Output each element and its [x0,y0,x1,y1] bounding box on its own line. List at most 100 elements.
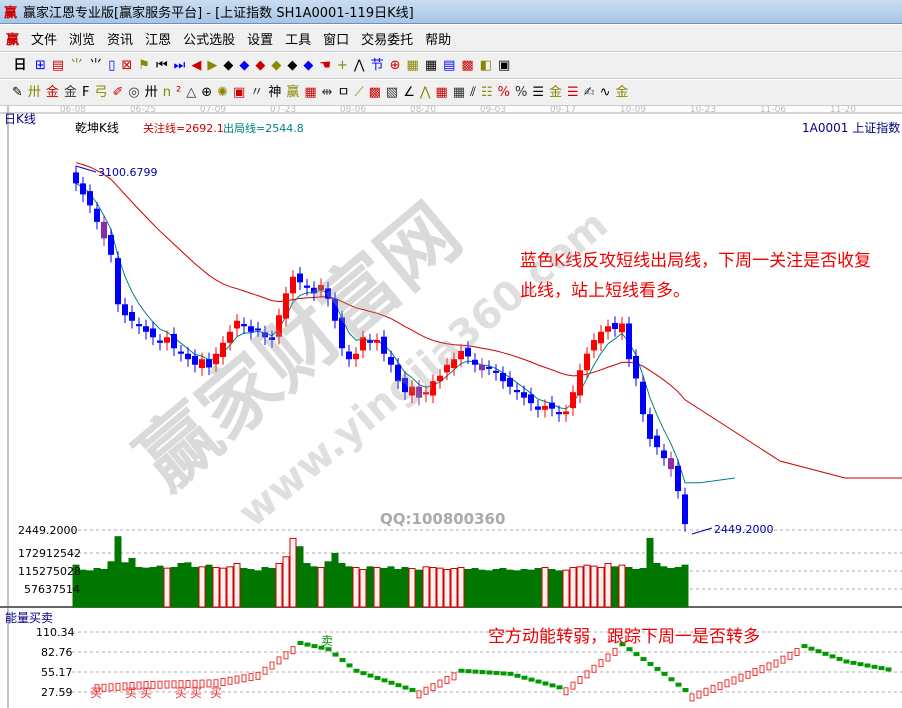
target-icon[interactable]: △ [186,84,197,100]
box-icon[interactable]: 赢 [286,84,300,100]
star-icon[interactable]: ⊕ [201,84,213,100]
gold-circle-icon[interactable]: ☰ [532,84,544,100]
chart-area[interactable]: 06-08 06-25 07-09 07-23 08-06 08-20 09-03 09-17… [0,106,902,708]
rect-icon[interactable]: ⇹ [321,84,333,100]
menu-item[interactable]: 资讯 [107,32,134,48]
menu-item[interactable]: 浏览 [69,32,96,48]
calculator-icon[interactable]: ▦ [424,57,438,73]
pencil-icon[interactable]: ☰ [567,84,579,100]
cube-icon[interactable]: ⟋ [354,84,364,100]
pct-line-icon[interactable]: ☷ [480,84,493,100]
pct-lines-icon[interactable]: % [514,84,528,100]
parallel2-icon[interactable]: ▦ [452,84,466,100]
print-icon[interactable]: ▣ [498,57,511,73]
n2-icon[interactable]: n [162,84,171,100]
energy-bar [241,674,247,683]
chart-canvas[interactable]: 06-08 06-25 07-09 07-23 08-06 08-20 09-03 09-17… [0,106,902,708]
circle-icon[interactable]: ◎ [128,84,140,100]
energy-bar [227,676,233,685]
grid-icon[interactable]: 卅 [144,84,158,100]
zoom1-icon[interactable]: ◆ [223,57,234,73]
candle [185,353,191,360]
watch-line-value: 关注线=2692.1 [143,122,224,135]
grid3-icon[interactable]: ▦ [435,84,448,100]
menu-item[interactable]: 文件 [31,32,58,48]
fan-icon[interactable]: ▣ [233,84,246,100]
report-icon[interactable]: ▤ [443,57,456,73]
f10-icon[interactable]: ▤ [51,57,65,73]
rays-icon[interactable]: ㅁ [337,84,350,100]
zoom4-icon[interactable]: ◆ [271,57,282,73]
spiral-icon[interactable]: 弓 [94,84,108,100]
wave-icon[interactable]: ∠ [403,84,415,100]
energy-bar [822,651,829,656]
volume-bar [114,536,122,608]
line-icon[interactable]: ⋀ [353,57,365,73]
gold2-icon[interactable]: 金 [63,84,77,100]
menu-item[interactable]: 工具 [285,32,312,48]
flag-icon[interactable]: ⚑ [138,57,150,73]
energy-bar [381,678,388,683]
energy-bar [682,688,689,693]
menu-item[interactable]: 设置 [247,32,274,48]
calendar-icon[interactable]: ▦ [406,57,419,73]
pen-icon[interactable]: ✎ [12,84,23,100]
candle [339,317,345,349]
menu-item[interactable]: 公式选股 [183,32,236,48]
table-icon[interactable]: ⫽ [470,84,476,100]
volume-bar [177,562,185,608]
last-icon[interactable]: ⏭ [173,57,186,73]
energy-bar [395,683,402,688]
exit-line-value: 出局线=2544.8 [223,122,304,135]
ying-icon[interactable]: 神 [268,84,282,100]
indicator3-icon[interactable]: ⺌ [70,57,84,73]
angle-icon[interactable]: ² [175,84,182,100]
gold3-icon[interactable]: ∿ [599,84,611,100]
energy-bar [108,683,114,692]
width-icon[interactable]: ▦ [304,84,317,100]
energy-bar [542,681,549,686]
menu-item[interactable]: 交易委托 [361,32,414,48]
menu-item[interactable]: 帮助 [425,32,452,48]
indicator9-icon[interactable]: ⺌ [89,57,103,73]
left-icon[interactable]: ◀ [191,57,202,73]
zoom6-icon[interactable]: ◆ [303,57,314,73]
node-icon[interactable]: 节 [370,57,384,73]
volume-bar [366,566,374,608]
menu-item[interactable]: 江恩 [145,32,172,48]
wave2-icon[interactable]: ✍ [583,84,595,100]
candle [304,285,310,288]
toolbar-drawing: ✎ 卅金金 F 弓 ✐ ◎ 卅 n ² △ ⊕ ✺ ▣ 〃神赢 ▦ ⇹ ㅁ ⟋ ▩ ▧ ∠ ⋀ ▦ ▦ ⫽ ☷%% ☰ 金 ☰ ✍ ∿ 金 [0,80,902,106]
gold1-icon[interactable]: 金 [45,84,59,100]
candle [514,390,520,393]
volume-bar [163,567,171,608]
gann-icon[interactable]: ⊠ [121,57,133,73]
angle2-icon[interactable]: ▧ [385,84,399,100]
volume-bar [79,569,87,608]
right-icon[interactable]: ▶ [207,57,218,73]
zoom2-icon[interactable]: ◆ [239,57,250,73]
first-icon[interactable]: ⏮ [155,57,168,73]
angle3-icon[interactable]: 金 [615,84,629,100]
eraser-icon[interactable]: ✐ [112,84,124,100]
percent-icon[interactable]: % [497,84,510,100]
gold-lines-icon[interactable]: 金 [548,84,562,100]
zoom3-icon[interactable]: ◆ [255,57,266,73]
square-icon[interactable]: ✺ [217,84,228,100]
parallel-icon[interactable]: 卅 [27,84,41,100]
save-icon[interactable]: ▩ [461,57,474,73]
grid2-icon[interactable]: ⋀ [419,84,431,100]
quote-icon[interactable]: ⊞ [35,57,46,73]
fib-icon[interactable]: F [81,84,90,100]
candle-icon[interactable]: ▯ [108,57,116,73]
cycle-icon[interactable]: ⊕ [389,57,401,73]
period-select[interactable]: 日 [13,57,27,73]
menu-item[interactable]: 窗口 [323,32,350,48]
box2-icon[interactable]: ▩ [368,84,381,100]
shen-icon[interactable]: 〃 [250,84,264,100]
volume-bar [450,568,458,608]
crosshair-icon[interactable]: + [337,57,348,73]
zoom5-icon[interactable]: ◆ [287,57,298,73]
hand-icon[interactable]: ☚ [319,57,332,73]
network-icon[interactable]: ◧ [479,57,492,73]
